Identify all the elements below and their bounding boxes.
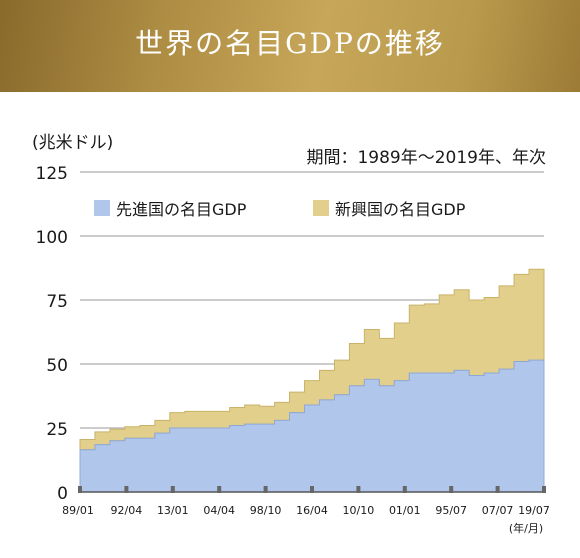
x-tick-label: 07/07: [482, 504, 514, 517]
x-tick-mark: [170, 486, 175, 493]
x-axis-unit-label: (年/月): [509, 521, 543, 535]
x-tick-label: 13/01: [157, 504, 189, 517]
area-advanced-gdp: [79, 359, 545, 493]
x-tick-mark: [495, 486, 500, 493]
x-tick-mark: [124, 486, 129, 493]
y-tick-label: 75: [46, 292, 68, 312]
y-tick-label: 100: [36, 228, 68, 248]
x-tick-mark: [402, 486, 407, 493]
x-tick-label: 95/07: [435, 504, 467, 517]
page-title: 世界の名目GDPの推移: [135, 27, 445, 60]
header-banner: 世界の名目GDPの推移: [0, 0, 580, 92]
legend-item-advanced: 先進国の名目GDP: [94, 200, 247, 219]
x-tick-mark: [356, 486, 361, 493]
x-tick-label: 10/10: [343, 504, 375, 517]
x-tick-label: 16/04: [296, 504, 328, 517]
x-tick-mark: [449, 486, 454, 493]
x-tick-label: 19/07: [518, 504, 550, 517]
x-tick-mark: [78, 486, 82, 493]
x-tick-mark: [310, 486, 314, 493]
x-tick-label: 92/04: [111, 504, 143, 517]
period-label: 期間：1989年〜2019年、年次: [306, 148, 546, 168]
x-tick-label: 89/01: [62, 504, 94, 517]
x-tick-label: 01/01: [389, 504, 421, 517]
legend: 先進国の名目GDP 新興国の名目GDP: [94, 200, 466, 219]
legend-item-emerging: 新興国の名目GDP: [313, 200, 466, 219]
x-tick-mark: [217, 486, 222, 493]
x-tick-mark: [542, 486, 546, 493]
x-tick-mark: [263, 486, 268, 493]
y-tick-label: 125: [36, 164, 68, 184]
legend-swatch: [313, 200, 329, 216]
legend-label: 新興国の名目GDP: [335, 200, 466, 219]
y-tick-label: 25: [46, 420, 68, 440]
y-tick-label: 0: [57, 484, 68, 504]
x-tick-label: 98/10: [250, 504, 282, 517]
area-series: [79, 268, 545, 493]
y-axis-unit-label: (兆米ドル): [32, 133, 114, 153]
legend-swatch: [94, 200, 110, 216]
axes: 0 25 50 75 100 125 89/01 92/04 13/01 04/04 98/10 16…: [36, 164, 550, 535]
y-tick-label: 50: [46, 356, 68, 376]
x-tick-label: 04/04: [203, 504, 235, 517]
legend-label: 先進国の名目GDP: [116, 200, 247, 219]
